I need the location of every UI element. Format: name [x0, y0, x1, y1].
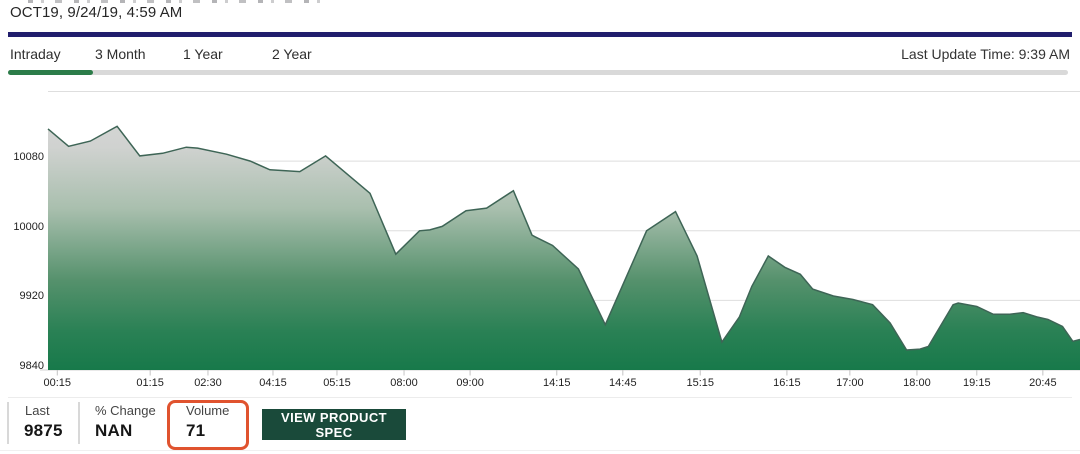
bottom-border — [0, 450, 1080, 451]
gridlines — [40, 91, 1080, 371]
tab-indicator-track — [8, 70, 1068, 75]
stat-pct-change-value: NAN — [95, 421, 133, 440]
y-axis-label: 10080 — [13, 151, 44, 164]
stat-pct-change-label: % Change — [95, 403, 156, 418]
x-axis-label: 01:15 — [136, 377, 164, 389]
stat-last-label: Last — [25, 403, 50, 418]
x-axis-label: 18:00 — [903, 377, 931, 389]
stat-volume-label: Volume — [186, 403, 230, 418]
x-axis-label: 14:45 — [609, 377, 637, 389]
x-axis-label: 17:00 — [836, 377, 864, 389]
x-axis-label: 08:00 — [390, 377, 418, 389]
tab-intraday[interactable]: Intraday — [10, 46, 61, 62]
contract-date-subtitle: OCT19, 9/24/19, 4:59 AM — [10, 4, 183, 21]
tab-1-year[interactable]: 1 Year — [183, 46, 223, 62]
x-axis-label: 09:00 — [456, 377, 484, 389]
stats-top-border — [8, 397, 1072, 398]
x-axis-label: 14:15 — [543, 377, 571, 389]
tab-indicator-active — [8, 70, 93, 75]
stat-volume-value: 71 — [186, 421, 206, 440]
y-axis-label: 9840 — [19, 360, 44, 372]
price-line — [47, 125, 1080, 351]
header-divider-bar — [8, 32, 1072, 37]
stat-last-value: 9875 — [24, 421, 63, 440]
x-axis-label: 04:15 — [259, 377, 287, 389]
tab-2-year[interactable]: 2 Year — [272, 46, 312, 62]
y-axis-label: 10000 — [13, 220, 44, 233]
x-axis-label: 05:15 — [323, 377, 351, 389]
price-chart[interactable]: 10080 10000 9920 9840 00:15 01:15 02:30 04:15 0… — [0, 84, 1080, 394]
clipped-title-remnant — [28, 0, 330, 3]
x-axis-label: 16:15 — [773, 377, 801, 389]
tab-3-month[interactable]: 3 Month — [95, 46, 146, 62]
stats-divider — [7, 402, 9, 444]
volume-highlight-box — [167, 400, 249, 450]
x-axis-label: 02:30 — [194, 377, 222, 389]
area-fill — [48, 126, 1080, 370]
stats-divider — [78, 402, 80, 444]
x-axis-label: 00:15 — [43, 377, 72, 389]
last-update-time: Last Update Time: 9:39 AM — [901, 46, 1070, 62]
x-axis-label: 19:15 — [963, 377, 991, 389]
x-axis-label: 15:15 — [686, 377, 714, 389]
view-product-spec-button[interactable]: VIEW PRODUCT SPEC — [262, 409, 406, 440]
x-axis-label: 20:45 — [1029, 377, 1057, 389]
y-axis-label: 9920 — [19, 290, 44, 303]
x-axis-ticks — [56, 370, 1044, 376]
